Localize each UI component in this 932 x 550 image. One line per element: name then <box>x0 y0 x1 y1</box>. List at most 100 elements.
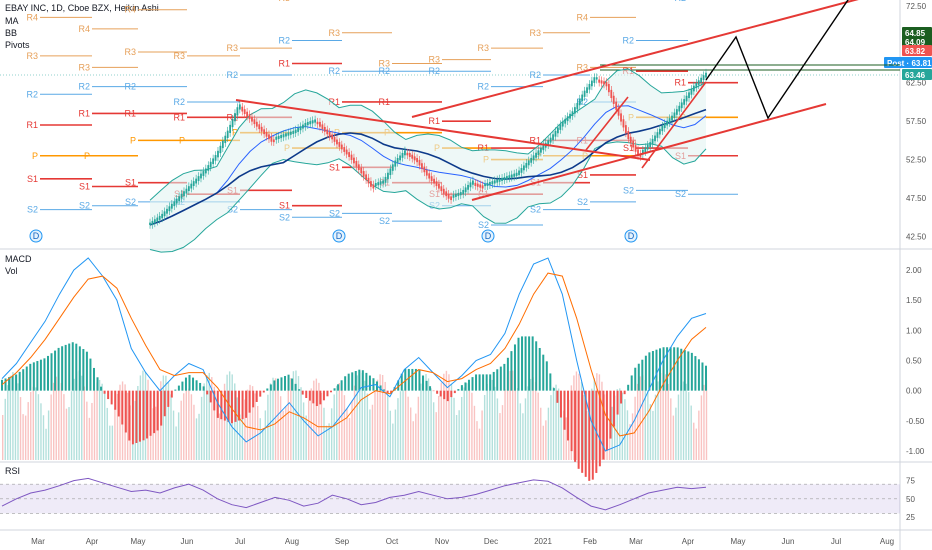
macd-histogram-bar <box>64 344 67 391</box>
candle-body <box>224 135 227 144</box>
macd-histogram-bar <box>39 359 42 391</box>
macd-histogram-bar <box>421 375 424 391</box>
macd-histogram-bar <box>574 390 577 462</box>
candle-body <box>212 158 215 165</box>
candle-body <box>479 184 482 188</box>
pivot-label-r3: R3 <box>378 59 390 69</box>
macd-histogram-bar <box>425 380 428 391</box>
candle-body <box>360 167 363 174</box>
macd-histogram-bar <box>591 390 594 480</box>
candle-body <box>637 149 639 156</box>
macd-histogram-bar <box>202 386 205 391</box>
volume-bar <box>542 425 544 460</box>
macd-histogram-bar <box>475 374 478 391</box>
volume-bar <box>302 402 305 460</box>
candle-body <box>564 118 567 124</box>
price-tick-label: 47.50 <box>906 194 927 203</box>
candle-body <box>365 174 367 181</box>
volume-bar <box>241 412 244 460</box>
macd-histogram-bar <box>230 390 233 424</box>
macd-histogram-bar <box>238 390 241 421</box>
time-axis-label: 2021 <box>534 537 552 546</box>
volume-bar <box>30 391 32 460</box>
volume-bar <box>453 397 455 460</box>
pivot-label-r3: R3 <box>124 47 136 57</box>
volume-bar <box>180 400 182 460</box>
time-axis-label: Mar <box>629 537 643 546</box>
candle-body <box>280 135 283 139</box>
macd-histogram-bar <box>429 386 432 391</box>
pivot-label-r2: R2 <box>477 82 489 92</box>
macd-histogram-bar <box>705 365 707 391</box>
candle-body <box>289 131 292 135</box>
candle-body <box>251 116 253 122</box>
volume-bar <box>359 370 361 460</box>
volume-bar <box>677 394 680 460</box>
candle-body <box>348 152 350 157</box>
volume-bar <box>647 390 649 460</box>
volume-bar <box>203 383 205 460</box>
macd-histogram-bar <box>414 368 417 391</box>
volume-bar <box>705 380 708 460</box>
pivot-label-s1: S1 <box>79 182 90 192</box>
volume-bar <box>407 396 409 460</box>
candle-body <box>265 131 268 137</box>
volume-bar <box>524 398 527 460</box>
macd-tick-label: 0.00 <box>906 387 922 396</box>
price-tag-label: Post · 63.81 <box>887 59 932 68</box>
volume-bar <box>665 374 667 460</box>
macd-histogram-bar <box>605 390 608 451</box>
pivot-label-r1: R1 <box>477 143 489 153</box>
volume-bar <box>379 374 381 460</box>
volume-bar <box>262 428 264 460</box>
macd-histogram-bar <box>616 390 619 415</box>
indicator-pivots[interactable]: Pivots <box>5 40 30 50</box>
volume-bar <box>499 413 501 460</box>
candle-body <box>547 140 550 146</box>
volume-bar <box>73 378 75 460</box>
macd-histogram-bar <box>22 369 25 391</box>
candle-body <box>192 181 195 186</box>
pivot-label-r3: R3 <box>26 51 38 61</box>
macd-tick-label: -1.00 <box>906 447 925 456</box>
time-axis-label: Jun <box>782 537 795 546</box>
candle-body <box>309 121 312 125</box>
candle-body <box>573 107 576 114</box>
macd-histogram-bar <box>100 386 103 391</box>
candle-body <box>428 173 431 179</box>
volume-bar <box>17 383 19 460</box>
time-axis-label: Apr <box>86 537 99 546</box>
macd-histogram-bar <box>322 390 325 401</box>
volume-bar <box>534 382 537 460</box>
volume-bar <box>427 378 430 460</box>
volume-bar <box>496 398 499 460</box>
macd-histogram-bar <box>301 390 304 395</box>
volume-bar <box>98 379 101 460</box>
pivot-label-r2: R2 <box>622 35 634 45</box>
pivot-label-r3: R3 <box>226 43 238 53</box>
macd-histogram-bar <box>478 374 481 391</box>
price-tag-label: 63.46 <box>905 71 926 80</box>
candle-body <box>683 99 686 105</box>
macd-histogram-bar <box>135 390 138 443</box>
candle-body <box>389 168 392 176</box>
volume-bar <box>374 390 376 460</box>
volume-bar <box>285 406 287 460</box>
indicator-ma[interactable]: MA <box>5 16 19 26</box>
volume-bar <box>19 397 22 460</box>
volume-bar <box>287 390 289 460</box>
candle-body <box>506 176 508 180</box>
candle-body <box>399 155 401 161</box>
candle-body <box>641 149 644 155</box>
indicator-bb[interactable]: BB <box>5 28 17 38</box>
candle-body <box>372 184 375 189</box>
pivot-label-s2: S2 <box>675 189 686 199</box>
candle-body <box>243 109 246 115</box>
candle-body <box>394 160 397 167</box>
dividend-marker <box>332 229 346 243</box>
volume-bar <box>371 404 374 460</box>
volume-bar <box>211 377 213 460</box>
channel-upper-line <box>411 0 859 118</box>
pivot-label-r3: R3 <box>477 43 489 53</box>
